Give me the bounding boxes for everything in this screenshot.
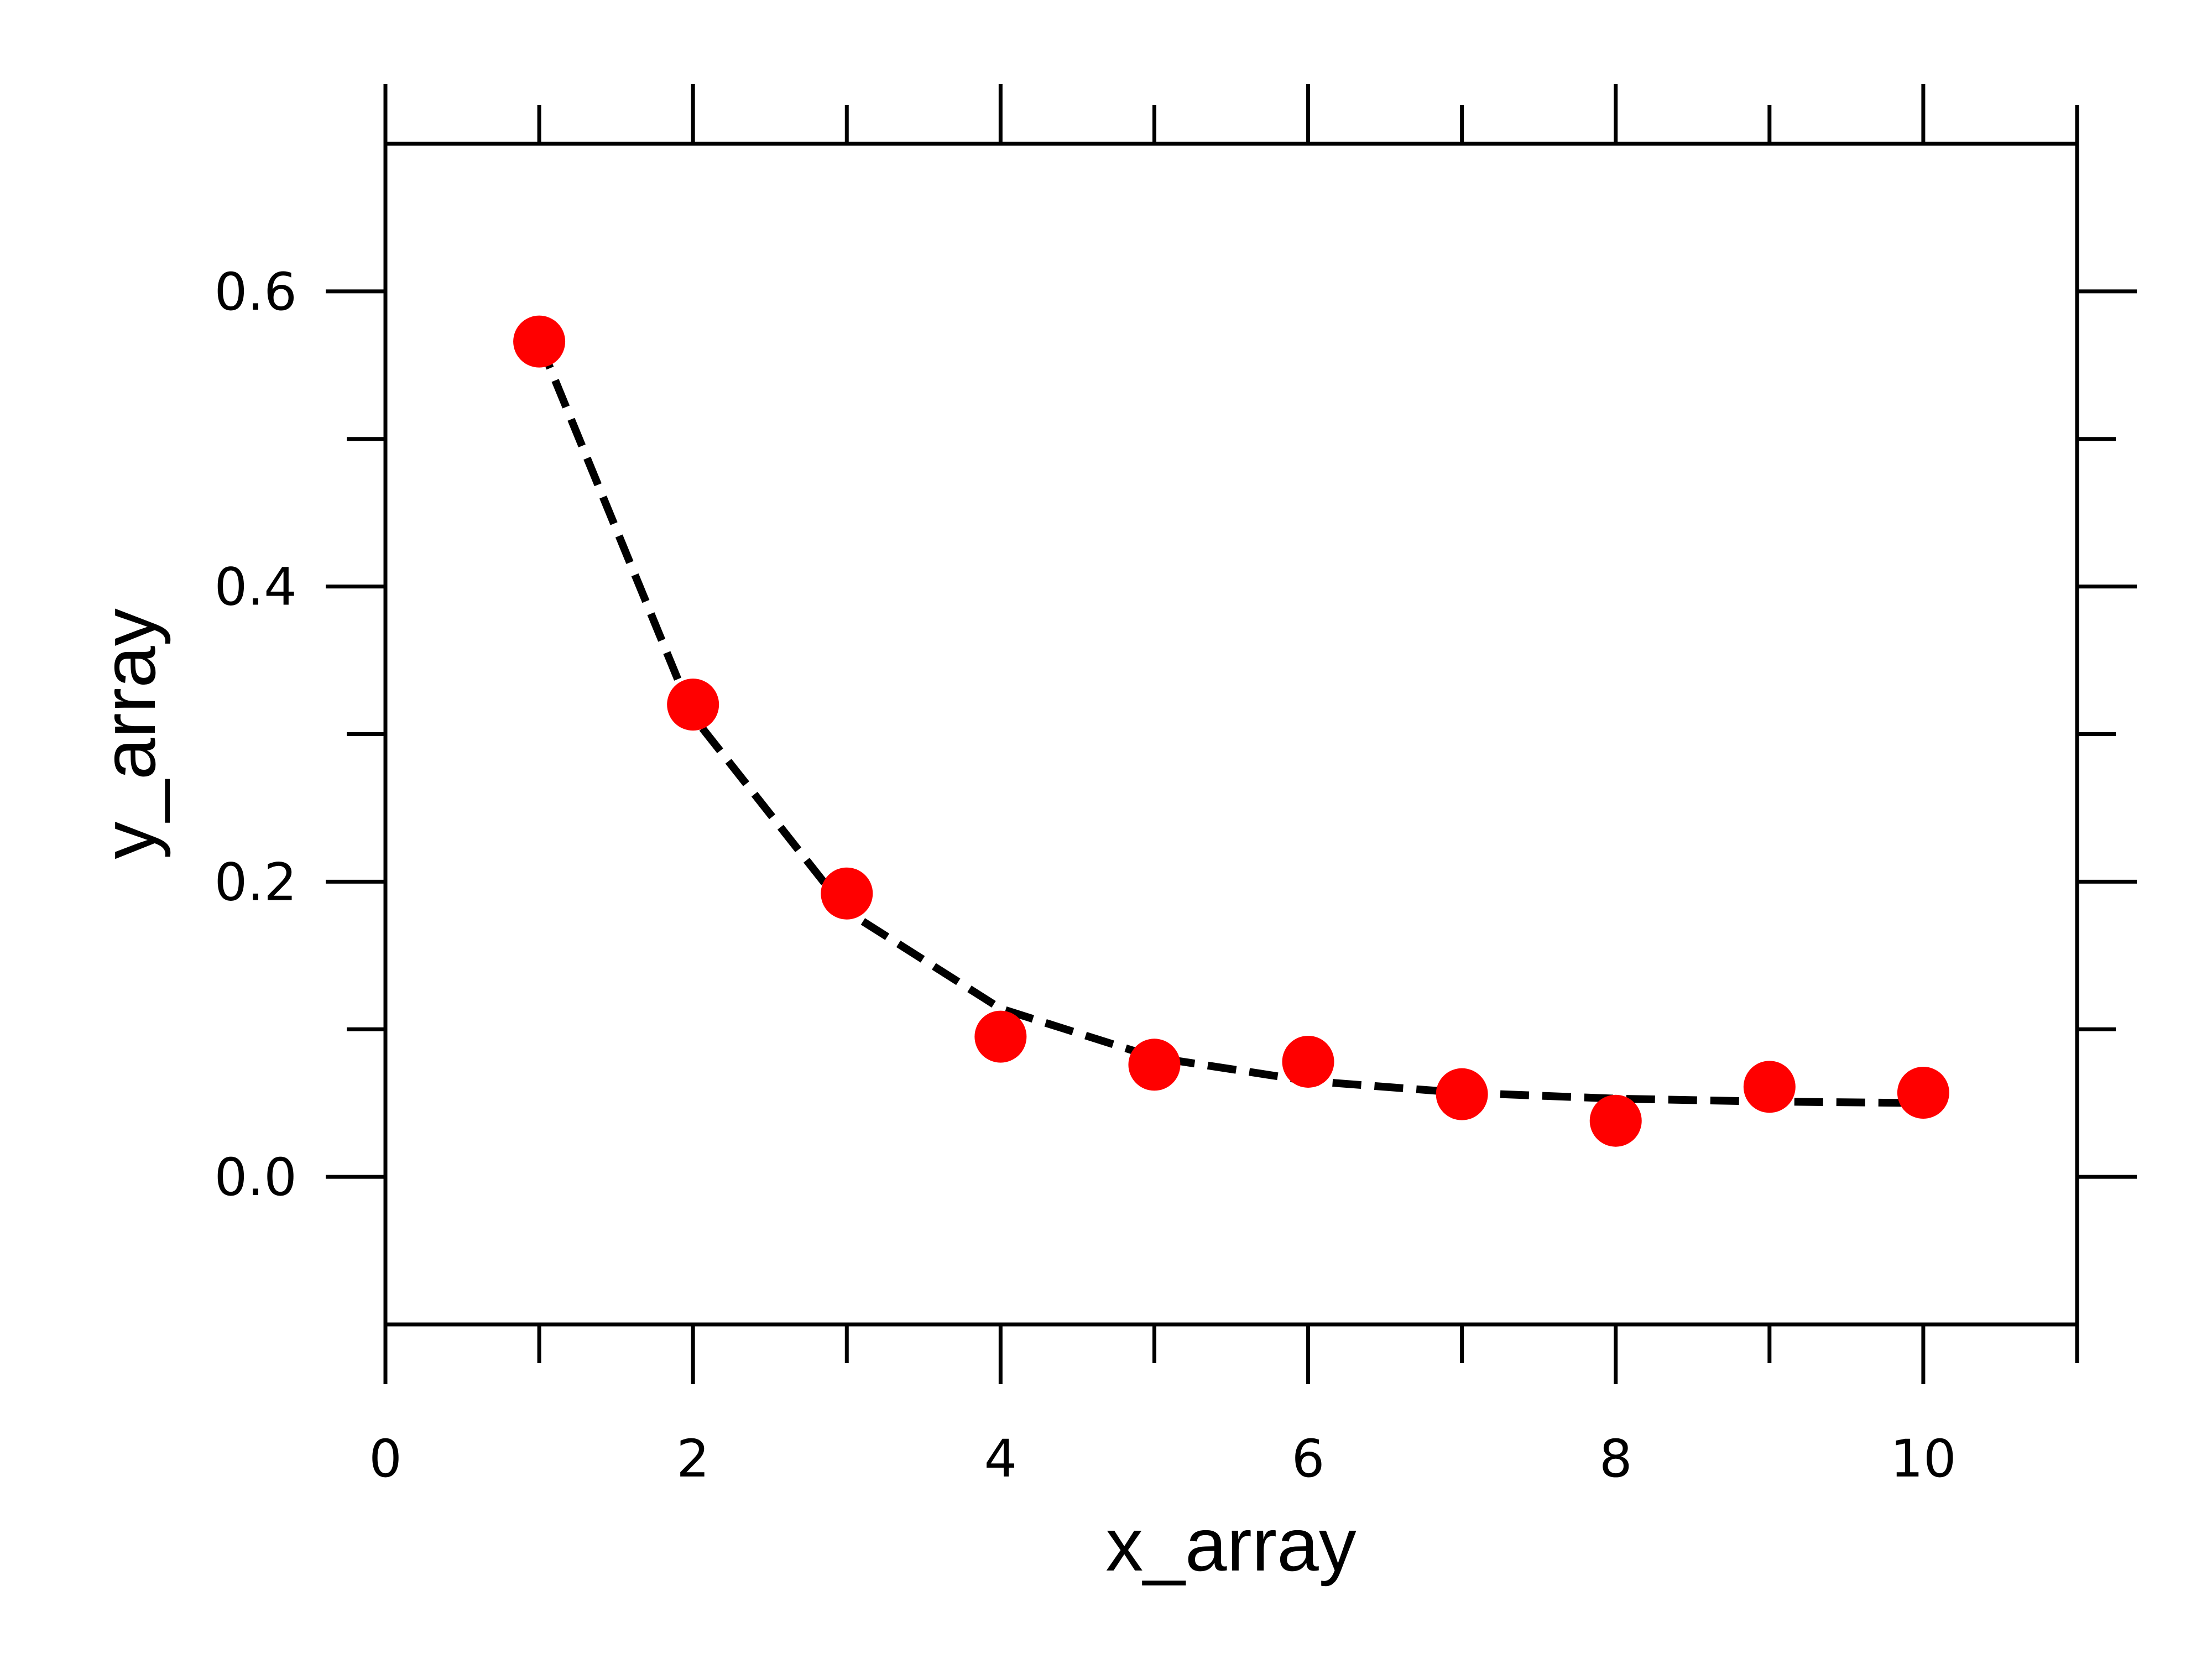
y-tick-label: 0.4 bbox=[215, 557, 298, 618]
y-tick-label: 0.2 bbox=[215, 852, 298, 912]
axis-ticks bbox=[326, 84, 2137, 1384]
x-tick-label: 8 bbox=[1599, 1429, 1632, 1489]
data-point bbox=[667, 679, 719, 731]
y-tick-labels: 0.0 0.2 0.4 0.6 bbox=[215, 262, 298, 1208]
data-point bbox=[1589, 1094, 1642, 1147]
fit-line-layer bbox=[535, 340, 1923, 1107]
data-point bbox=[821, 867, 873, 920]
data-point bbox=[1128, 1039, 1181, 1091]
plot-frame bbox=[383, 142, 2079, 1327]
x-tick-label: 10 bbox=[1890, 1429, 1957, 1489]
fit-curve-line bbox=[535, 340, 1923, 1107]
data-point bbox=[1743, 1061, 1796, 1113]
data-point bbox=[1436, 1068, 1488, 1120]
data-points-layer bbox=[513, 315, 1949, 1147]
data-point bbox=[1282, 1035, 1334, 1088]
y-axis-title: y_array bbox=[87, 608, 171, 859]
data-point bbox=[1897, 1067, 1949, 1119]
y-tick-label: 0.0 bbox=[215, 1147, 298, 1208]
x-tick-labels: 0 2 4 6 8 10 bbox=[369, 1429, 1957, 1489]
data-point bbox=[974, 1010, 1027, 1063]
x-tick-label: 4 bbox=[984, 1429, 1017, 1489]
x-tick-label: 2 bbox=[676, 1429, 709, 1489]
x-axis-title: x_array bbox=[1105, 1503, 1357, 1587]
data-point bbox=[513, 315, 566, 368]
x-tick-label: 0 bbox=[369, 1429, 402, 1489]
x-tick-label: 6 bbox=[1292, 1429, 1325, 1489]
y-tick-label: 0.6 bbox=[215, 262, 298, 322]
